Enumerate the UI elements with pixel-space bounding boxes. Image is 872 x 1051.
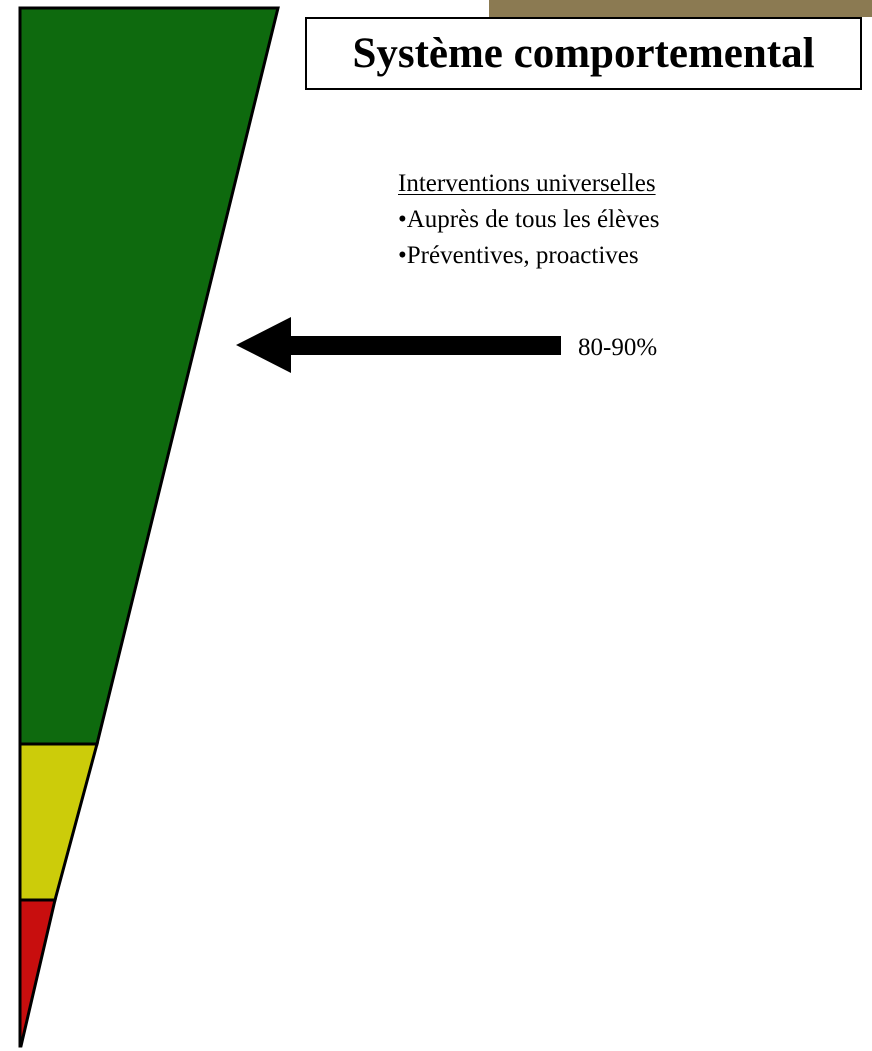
interventions-heading: Interventions universelles xyxy=(398,170,656,197)
tier-red-intensive xyxy=(18,898,57,1048)
arrow-left-icon xyxy=(236,317,561,373)
percentage-label: 80-90% xyxy=(578,334,658,361)
accent-bar xyxy=(489,0,872,17)
tier-yellow-targeted xyxy=(18,742,99,902)
slide-title: Système comportemental xyxy=(352,30,815,77)
tier-green-universal xyxy=(18,6,280,746)
interventions-block: Interventions universelles •Auprès de to… xyxy=(398,166,659,274)
title-box: Système comportemental xyxy=(305,17,862,90)
interventions-item: •Préventives, proactives xyxy=(398,242,639,269)
interventions-item: •Auprès de tous les élèves xyxy=(398,206,660,233)
